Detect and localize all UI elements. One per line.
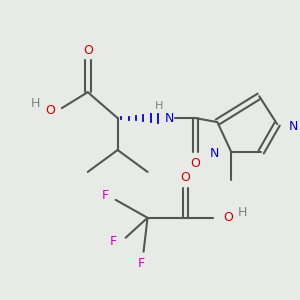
Text: N: N xyxy=(289,120,298,133)
Text: F: F xyxy=(110,235,117,248)
Text: F: F xyxy=(102,189,109,203)
Text: F: F xyxy=(138,257,145,270)
Text: N: N xyxy=(165,112,174,124)
Text: H: H xyxy=(155,101,164,111)
Text: O: O xyxy=(181,171,190,184)
Text: O: O xyxy=(223,211,233,224)
Text: H: H xyxy=(237,206,247,219)
Text: H: H xyxy=(31,97,40,110)
Text: N: N xyxy=(210,148,219,160)
Text: O: O xyxy=(190,158,200,170)
Text: O: O xyxy=(83,44,93,57)
Text: O: O xyxy=(45,103,55,117)
